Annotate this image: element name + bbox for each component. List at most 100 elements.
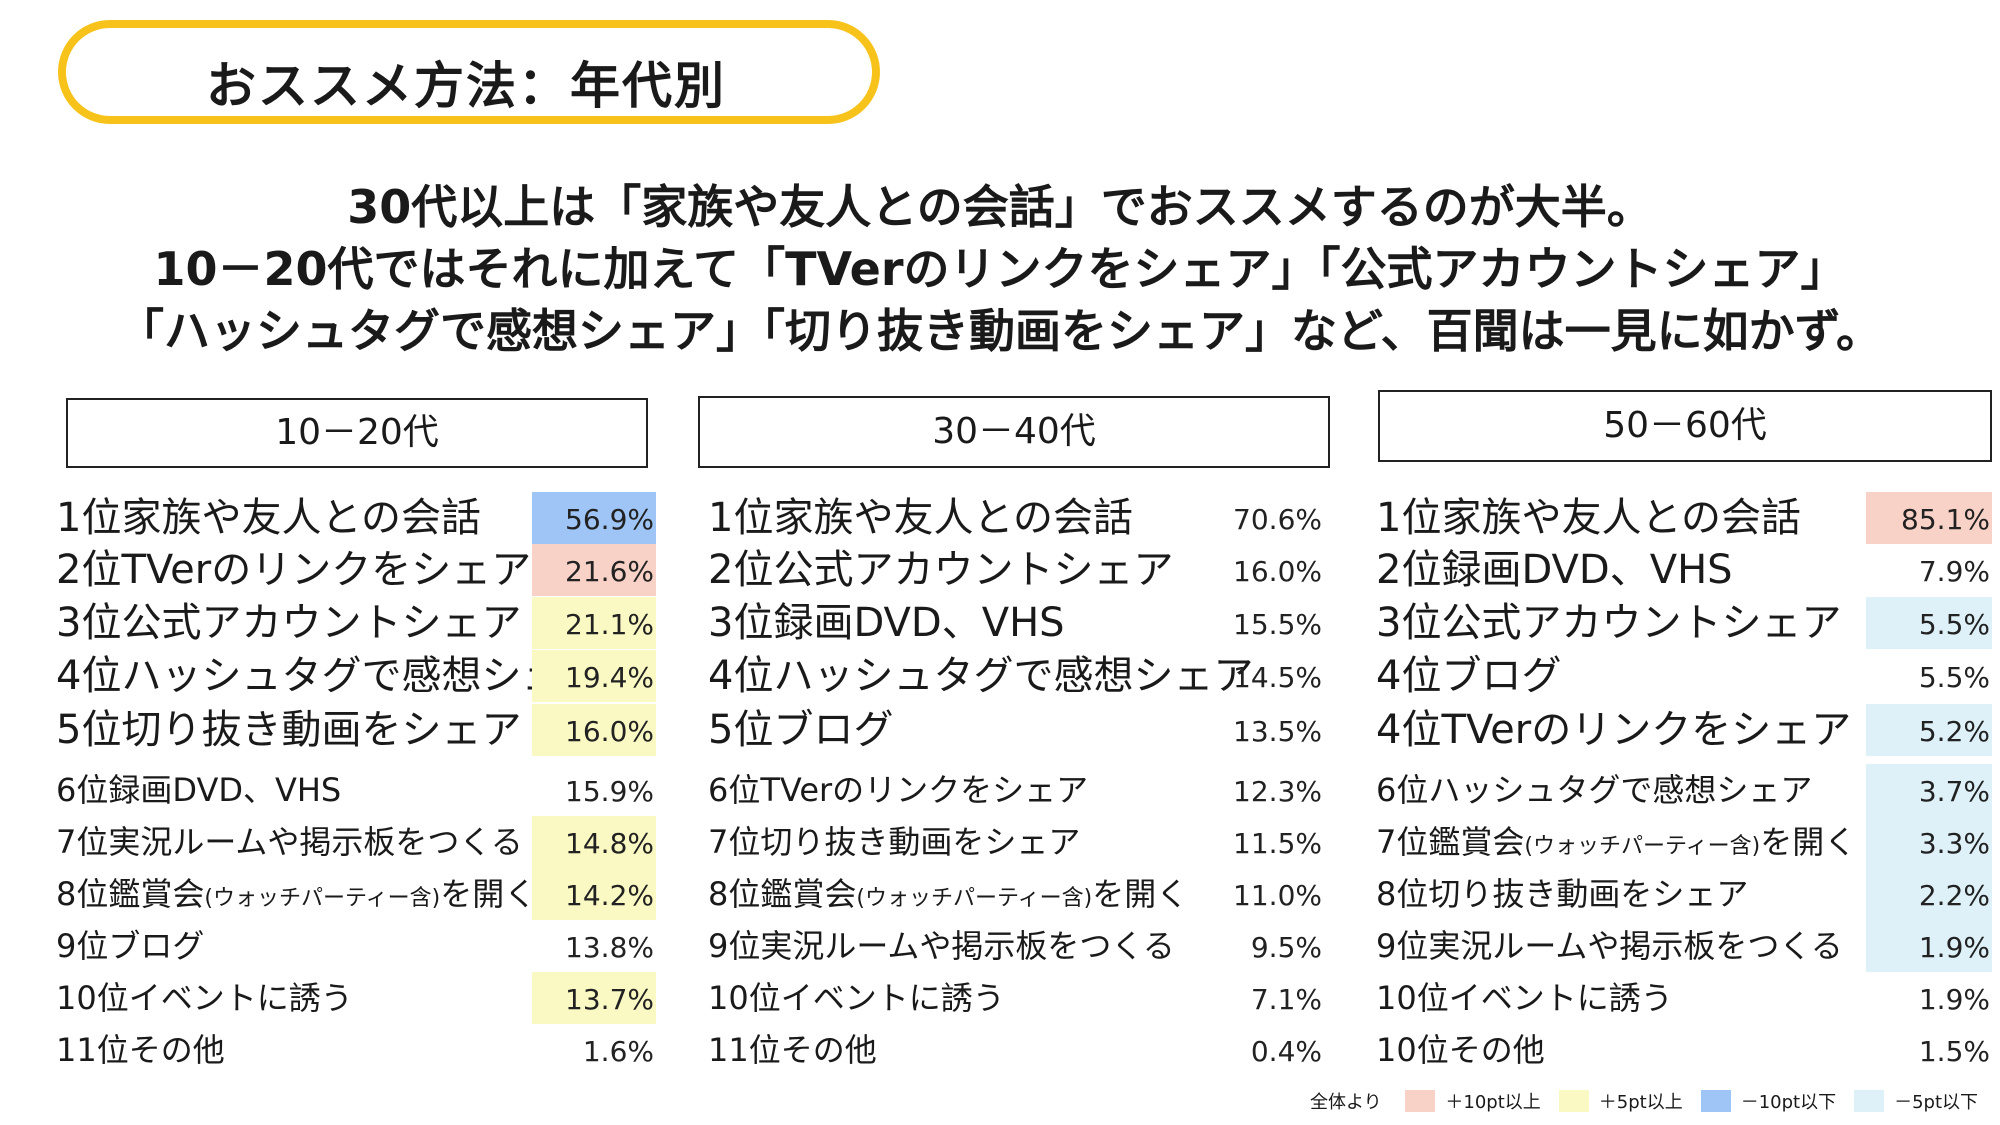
headline: 30代以上は「家族や友人との会話」でおススメするのが大半。 10－20代ではそれ… [0, 176, 2000, 362]
ranking-value: 0.4% [1250, 1035, 1322, 1068]
ranking-label: 11位その他 [708, 1031, 877, 1069]
ranking-row: 2位TVerのリンクをシェア 21.6% [0, 544, 2000, 596]
ranking-label: 6位TVerのリンクをシェア [708, 771, 1089, 809]
ranking-value: 1.9% [1866, 920, 1992, 972]
ranking-value: 7.9% [1918, 555, 1990, 588]
ranking-label: 8位切り抜き動画をシェア [1376, 875, 1749, 913]
ranking-value: 14.2% [532, 868, 656, 920]
ranking-value: 1.9% [1918, 983, 1990, 1016]
column-header: 50－60代 [1378, 390, 1992, 462]
ranking-row: 3位公式アカウントシェア 21.1% [0, 597, 2000, 649]
ranking-row: 11位その他 0.4% [0, 1024, 2000, 1076]
ranking-row: 10位その他 1.5% [0, 1024, 2000, 1076]
ranking-label: 7位鑑賞会(ウォッチパーティー含)を開く [1376, 823, 1857, 861]
ranking-value: 1.6% [582, 1035, 654, 1068]
ranking-value: 13.7% [532, 972, 656, 1024]
ranking-label: 4位TVerのリンクをシェア [1376, 707, 1852, 753]
ranking-value: 21.6% [532, 544, 656, 596]
ranking-row: 1位家族や友人との会話 85.1% [0, 492, 2000, 544]
ranking-value: 11.5% [1233, 827, 1322, 860]
ranking-row: 7位実況ルームや掲示板をつくる 14.8% [0, 816, 2000, 868]
ranking-row: 4位ハッシュタグで感想シェア 14.5% [0, 650, 2000, 702]
ranking-value: 7.1% [1250, 983, 1322, 1016]
legend-label: ＋5pt以上 [1598, 1092, 1683, 1113]
ranking-value: 5.2% [1866, 704, 1992, 756]
ranking-label: 1位家族や友人との会話 [56, 495, 482, 541]
ranking-row: 10位イベントに誘う 7.1% [0, 972, 2000, 1024]
ranking-row: 1位家族や友人との会話 56.9% [0, 492, 2000, 544]
ranking-label: 7位切り抜き動画をシェア [708, 823, 1081, 861]
ranking-label: 10位イベントに誘う [1376, 979, 1673, 1017]
ranking-label: 5位ブログ [708, 707, 894, 753]
ranking-value: 14.5% [1233, 661, 1322, 694]
ranking-row: 5位ブログ 13.5% [0, 704, 2000, 756]
ranking-value: 14.8% [532, 816, 656, 868]
ranking-row: 7位切り抜き動画をシェア 11.5% [0, 816, 2000, 868]
ranking-value: 9.5% [1250, 931, 1322, 964]
ranking-row: 10位イベントに誘う 13.7% [0, 972, 2000, 1024]
ranking-row: 3位録画DVD、VHS 15.5% [0, 597, 2000, 649]
ranking-row: 9位ブログ 13.8% [0, 920, 2000, 972]
headline-line-1: 30代以上は「家族や友人との会話」でおススメするのが大半。 [347, 180, 1653, 234]
ranking-label: 8位鑑賞会(ウォッチパーティー含)を開く [708, 875, 1189, 913]
ranking-value: 3.7% [1866, 764, 1992, 816]
ranking-value: 70.6% [1233, 503, 1322, 536]
legend-label: －5pt以下 [1894, 1092, 1979, 1113]
ranking-label: 1位家族や友人との会話 [1376, 495, 1802, 541]
headline-line-3: 「ハッシュタグで感想シェア」「切り抜き動画をシェア」など、百聞は一見に如かず。 [117, 304, 1883, 358]
ranking-row: 1位家族や友人との会話 70.6% [0, 492, 2000, 544]
ranking-row: 8位鑑賞会(ウォッチパーティー含)を開く 11.0% [0, 868, 2000, 920]
ranking-value: 13.5% [1233, 715, 1322, 748]
ranking-label: 10位その他 [1376, 1031, 1545, 1069]
ranking-row: 2位録画DVD、VHS 7.9% [0, 544, 2000, 596]
ranking-value: 85.1% [1866, 492, 1992, 544]
ranking-label: 11位その他 [56, 1031, 225, 1069]
ranking-label: 2位TVerのリンクをシェア [56, 547, 532, 593]
ranking-label: 4位ハッシュタグで感想シェア [56, 653, 602, 699]
legend-swatch [1700, 1090, 1731, 1112]
column-header: 30－40代 [698, 396, 1330, 468]
ranking-label: 9位ブログ [56, 927, 205, 965]
ranking-row: 10位イベントに誘う 1.9% [0, 972, 2000, 1024]
legend-swatch [1854, 1090, 1885, 1112]
ranking-row: 4位ブログ 5.5% [0, 650, 2000, 702]
ranking-row: 4位ハッシュタグで感想シェア 19.4% [0, 650, 2000, 702]
ranking-label: 3位公式アカウントシェア [56, 600, 522, 646]
ranking-label: 10位イベントに誘う [708, 979, 1005, 1017]
ranking-value: 13.8% [565, 931, 654, 964]
legend-swatch [1558, 1090, 1589, 1112]
ranking-label: 3位録画DVD、VHS [708, 600, 1065, 646]
ranking-value: 11.0% [1233, 879, 1322, 912]
ranking-label: 6位録画DVD、VHS [56, 771, 342, 809]
ranking-value: 16.0% [532, 704, 656, 756]
ranking-value: 16.0% [1233, 555, 1322, 588]
ranking-label: 5位切り抜き動画をシェア [56, 707, 522, 753]
ranking-label: 7位実況ルームや掲示板をつくる [56, 823, 523, 861]
ranking-value: 2.2% [1866, 868, 1992, 920]
ranking-label: 8位鑑賞会(ウォッチパーティー含)を開く [56, 875, 537, 913]
ranking-row: 8位切り抜き動画をシェア 2.2% [0, 868, 2000, 920]
headline-line-2: 10－20代ではそれに加えて「TVerのリンクをシェア」「公式アカウントシェア」 [153, 242, 1847, 296]
legend-swatch [1405, 1090, 1436, 1112]
ranking-row: 6位ハッシュタグで感想シェア 3.7% [0, 764, 2000, 816]
ranking-label: 4位ブログ [1376, 653, 1562, 699]
ranking-label: 4位ハッシュタグで感想シェア [708, 653, 1254, 699]
legend-items: ＋10pt以上 ＋5pt以上 －10pt以下 －5pt以下 [1387, 1088, 1978, 1114]
legend-prefix: 全体より [1310, 1092, 1382, 1113]
ranking-label-note: (ウォッチパーティー含) [1524, 834, 1761, 859]
ranking-value: 21.1% [532, 597, 656, 649]
title-banner: おススメ方法：年代別 [58, 20, 880, 124]
ranking-label: 2位公式アカウントシェア [708, 547, 1174, 593]
ranking-label-note: (ウォッチパーティー含) [856, 886, 1093, 911]
ranking-value: 5.5% [1918, 661, 1990, 694]
ranking-row: 3位公式アカウントシェア 5.5% [0, 597, 2000, 649]
ranking-value: 19.4% [532, 650, 656, 702]
ranking-row: 4位TVerのリンクをシェア 5.2% [0, 704, 2000, 756]
ranking-value: 5.5% [1866, 597, 1992, 649]
ranking-label: 9位実況ルームや掲示板をつくる [708, 927, 1175, 965]
ranking-row: 11位その他 1.6% [0, 1024, 2000, 1076]
ranking-row: 6位録画DVD、VHS 15.9% [0, 764, 2000, 816]
ranking-label: 2位録画DVD、VHS [1376, 547, 1733, 593]
legend-label: ＋10pt以上 [1445, 1092, 1541, 1113]
ranking-label: 3位公式アカウントシェア [1376, 600, 1842, 646]
